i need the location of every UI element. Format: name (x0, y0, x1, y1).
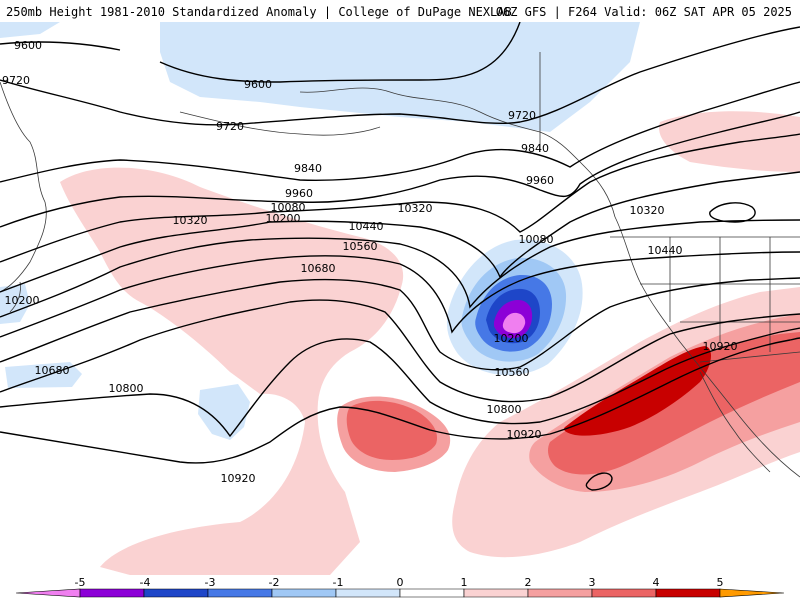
colorbar-tick: -3 (205, 576, 216, 589)
contour-label: 9600 (14, 39, 42, 52)
anomaly-area-neg1-north (160, 22, 640, 132)
height-contours (0, 22, 800, 491)
contour-label: 10200 (494, 332, 529, 345)
colorbar-segment (655, 588, 721, 598)
contour-label: 9720 (2, 74, 30, 87)
colorbar-segment (207, 588, 273, 598)
colorbar-tick: -1 (333, 576, 344, 589)
colorbar-tick: -2 (269, 576, 280, 589)
contour-closed-small (585, 472, 613, 491)
contour-label: 9960 (285, 187, 313, 200)
contour-label: 9840 (294, 162, 322, 175)
coastlines (0, 52, 800, 478)
contour-10680 (0, 299, 800, 403)
anomaly-area-neg1-nw (0, 22, 60, 38)
colorbar-tick: 3 (589, 576, 596, 589)
contour-label: 10320 (398, 202, 433, 215)
contour-label: 10200 (266, 212, 301, 225)
colorbar-segment (271, 588, 337, 598)
anomaly-area-pos1-ne (659, 111, 800, 172)
contour-label: 10440 (349, 220, 384, 233)
anomaly-area-neg1-west2 (5, 362, 82, 388)
contour-label: 10800 (109, 382, 144, 395)
anomaly-area-pos3-pacific (346, 400, 438, 460)
contour-label: 9960 (526, 174, 554, 187)
colorbar-segment (399, 588, 465, 598)
contour-label: 10560 (495, 366, 530, 379)
colorbar-segment (463, 588, 529, 598)
anomaly-area-pos4-east (564, 346, 712, 436)
contour-label: 10320 (173, 214, 208, 227)
contour-10800 (0, 327, 800, 438)
colorbar: -5 -4 -3 -2 -1 0 1 2 3 4 5 (0, 575, 800, 600)
contour-9960 (0, 111, 800, 228)
map-title: 250mb Height 1981-2010 Standardized Anom… (6, 5, 512, 19)
coastline-asia (0, 81, 47, 293)
contour-label: 10800 (487, 403, 522, 416)
coastline-aleutians (179, 111, 381, 136)
contour-9600-nw (0, 41, 121, 51)
contour-label: 10680 (301, 262, 336, 275)
contour-10320 (0, 219, 800, 318)
coastline-baja (699, 371, 771, 473)
contour-label: 10920 (703, 340, 738, 353)
contour-labels: 9600 9720 9600 9720 9720 9840 9840 9960 … (2, 39, 738, 485)
colorbar-segment (79, 588, 145, 598)
anomaly-area-neg1-mid (198, 384, 250, 440)
contour-label: 10320 (630, 204, 665, 217)
anomaly-area-pos1-pacific (60, 167, 404, 575)
colorbar-boxes (15, 588, 785, 598)
coastline-alaska (299, 87, 616, 218)
colorbar-tick: -4 (140, 576, 151, 589)
model-valid-time: 06Z GFS | F264 Valid: 06Z SAT APR 05 202… (495, 5, 792, 19)
colorbar-segment (143, 588, 209, 598)
anomaly-area-neg6-low (502, 312, 526, 334)
colorbar-segment (719, 588, 785, 598)
contour-label: 10440 (648, 244, 683, 257)
contour-10080 (0, 133, 800, 263)
colorbar-segment (527, 588, 593, 598)
negative-anomaly-shading (0, 22, 640, 440)
contour-label: 10680 (35, 364, 70, 377)
title-bar: 250mb Height 1981-2010 Standardized Anom… (0, 0, 800, 22)
contour-9600 (159, 22, 521, 83)
positive-anomaly-shading (60, 111, 800, 575)
colorbar-tick: 5 (717, 576, 724, 589)
contour-10440 (0, 251, 800, 338)
contour-label: 10080 (519, 233, 554, 246)
colorbar-tick: 0 (397, 576, 404, 589)
contour-label: 9720 (508, 109, 536, 122)
colorbar-tick: 1 (461, 576, 468, 589)
anomaly-area-pos3-east (548, 332, 800, 475)
contour-label: 9840 (521, 142, 549, 155)
colorbar-tick: -5 (75, 576, 86, 589)
border-us-mexico (699, 351, 800, 363)
colorbar-tick: 2 (525, 576, 532, 589)
colorbar-tick-labels: -5 -4 -3 -2 -1 0 1 2 3 4 5 (75, 576, 724, 589)
contour-label: 9720 (216, 120, 244, 133)
contour-label: 9600 (244, 78, 272, 91)
colorbar-segment (591, 588, 657, 598)
contour-10560 (0, 277, 800, 371)
contour-label: 10200 (5, 294, 40, 307)
contour-9840 (0, 81, 800, 183)
colorbar-segment (335, 588, 401, 598)
contour-label: 10920 (507, 428, 542, 441)
contour-10920 (0, 337, 800, 464)
contour-label: 10080 (271, 201, 306, 214)
contour-label: 10560 (343, 240, 378, 253)
contour-11040-closed (709, 202, 756, 223)
colorbar-segment (15, 588, 81, 598)
contour-10200 (0, 171, 800, 293)
coastline-westcoast (614, 216, 800, 478)
contour-label: 10920 (221, 472, 256, 485)
anomaly-map: 9600 9720 9600 9720 9720 9840 9840 9960 … (0, 22, 800, 575)
colorbar-tick: 4 (653, 576, 660, 589)
contour-9720-a (0, 26, 800, 126)
